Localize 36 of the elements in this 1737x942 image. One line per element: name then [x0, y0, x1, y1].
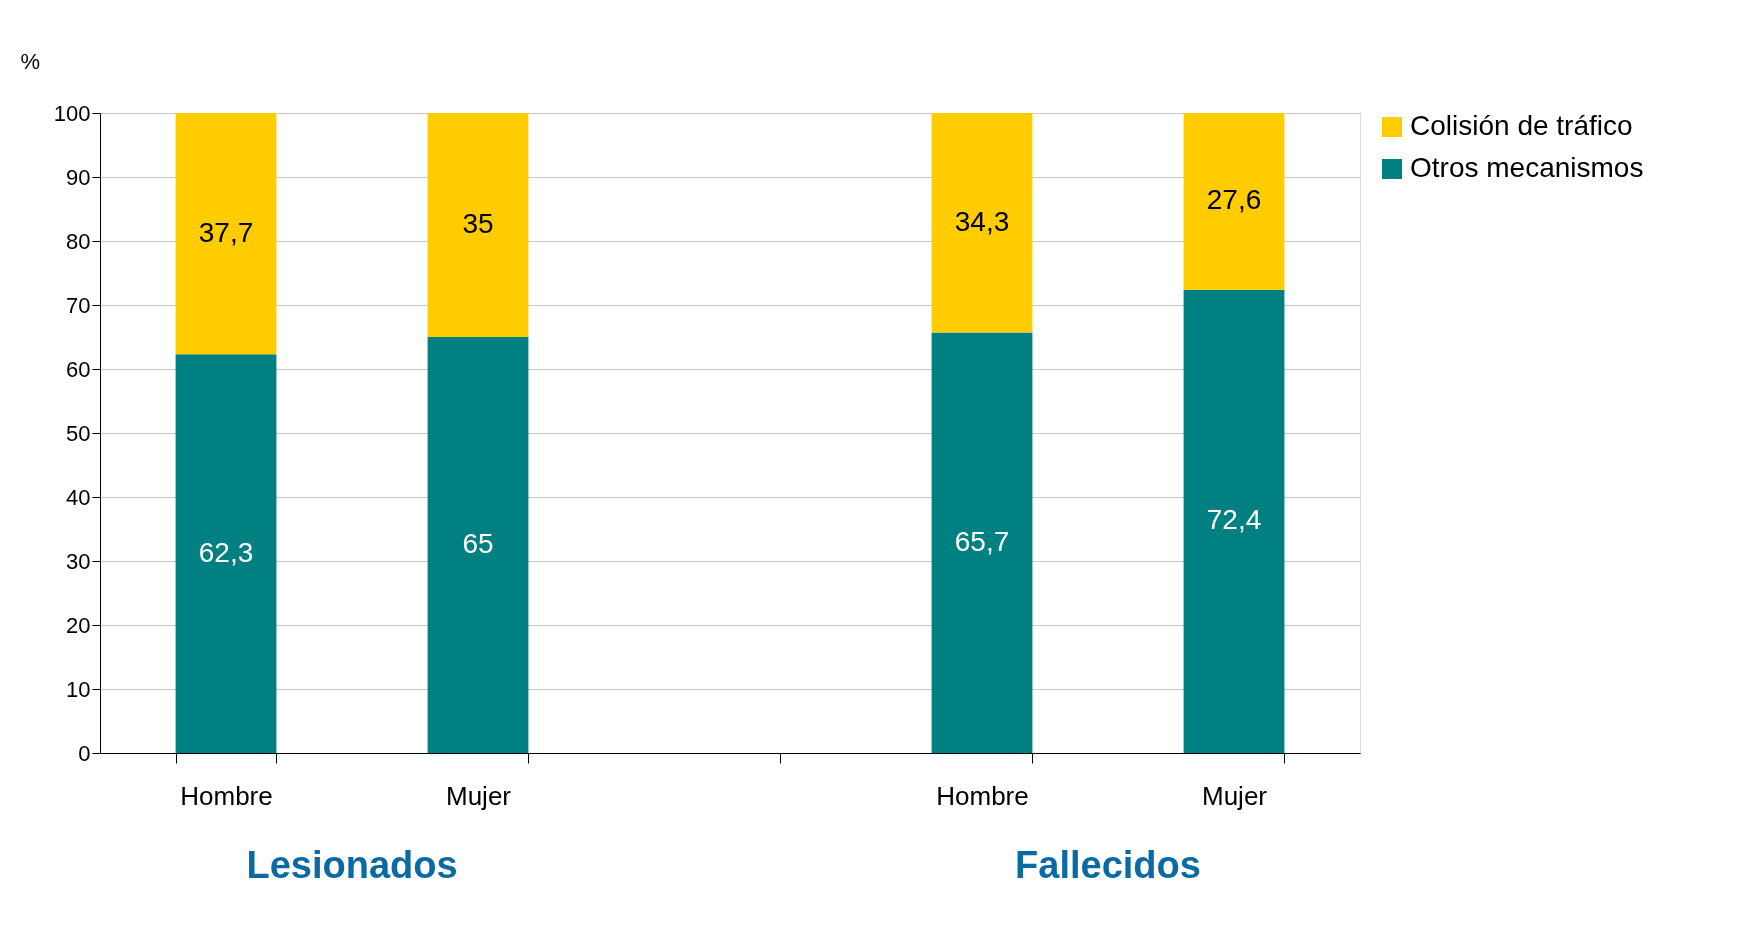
legend-label: Otros mecanismos — [1410, 152, 1644, 183]
data-label: 34,3 — [954, 205, 1010, 237]
text: Fallecidos — [1015, 844, 1201, 886]
y-tick-label: 80 — [66, 228, 91, 254]
y-tick-label: 60 — [66, 356, 91, 382]
bar — [931, 113, 1033, 333]
y-tick-label: 20 — [66, 612, 91, 638]
legend-label: Colisión de tráfico — [1410, 110, 1633, 141]
text: Lesionados — [246, 844, 458, 886]
x-tick-label: Mujer — [445, 780, 512, 811]
bar — [175, 113, 277, 355]
bar — [1183, 289, 1285, 753]
bar — [427, 113, 529, 337]
bar — [1183, 113, 1285, 290]
y-tick-label: 30 — [66, 548, 91, 574]
x-tick-label: Mujer — [1201, 780, 1268, 811]
y-tick-label: 40 — [66, 484, 91, 510]
y-axis-title: % — [20, 48, 41, 74]
y-tick-label: 90 — [66, 164, 91, 190]
bar — [427, 337, 529, 753]
data-label: 27,6 — [1206, 184, 1262, 216]
x-tick-label: Hombre — [180, 780, 273, 811]
bar — [931, 332, 1033, 753]
y-tick-label: 10 — [66, 676, 91, 702]
data-label: 37,7 — [198, 216, 254, 248]
bar — [175, 354, 277, 753]
data-label: 35 — [462, 208, 494, 239]
data-label: 62,3 — [198, 536, 254, 568]
y-tick-label: 50 — [66, 420, 91, 446]
data-label: 65,7 — [954, 525, 1010, 557]
data-label: 72,4 — [1206, 504, 1262, 536]
y-tick-label: 100 — [53, 100, 91, 126]
data-label: 65 — [462, 528, 494, 559]
y-tick-label: 0 — [78, 740, 91, 766]
x-tick-label: Hombre — [936, 780, 1029, 811]
y-tick-label: 70 — [66, 292, 91, 318]
